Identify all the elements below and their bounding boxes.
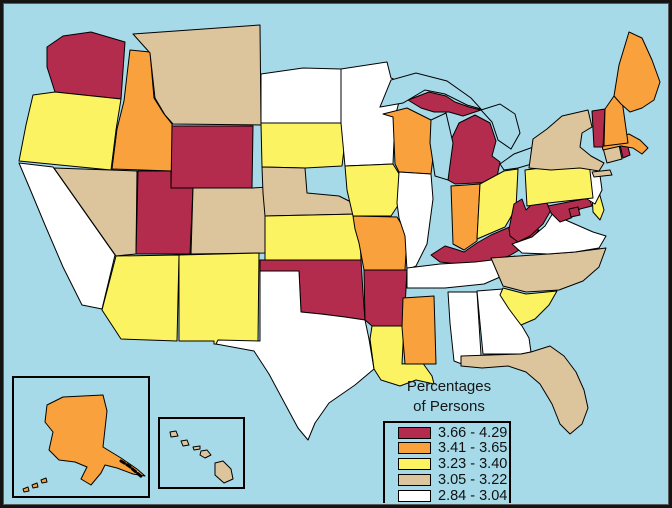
- alaska-southeast-islands: [121, 461, 143, 478]
- state-louisiana: [370, 326, 434, 386]
- legend-item: 3.05 - 3.22: [398, 471, 509, 488]
- hawaii-inset-box: [159, 418, 244, 488]
- state-texas: [216, 271, 374, 440]
- state-iowa: [345, 164, 401, 216]
- legend-item: 3.23 - 3.40: [398, 456, 509, 472]
- state-alaska: [45, 395, 145, 485]
- lake-superior: [380, 73, 481, 109]
- state-alaska-aleutian-3: [41, 478, 47, 483]
- state-michigan-lower: [448, 115, 500, 184]
- state-wyoming: [171, 126, 253, 188]
- legend-label-class2: 3.41 - 3.65: [438, 440, 508, 457]
- state-hawaii-kauai: [170, 431, 178, 437]
- legend-label-class3: 3.23 - 3.40: [438, 456, 508, 472]
- state-new-hampshire: [604, 96, 628, 146]
- legend-title-line1: Percentages: [406, 378, 492, 395]
- state-indiana: [451, 184, 480, 250]
- state-nebraska: [262, 167, 359, 216]
- state-south-dakota: [261, 123, 346, 168]
- legend-label-class5: 2.84 - 3.04: [438, 487, 508, 504]
- state-new-mexico: [179, 253, 259, 345]
- state-mississippi: [402, 296, 436, 364]
- state-oregon: [19, 92, 121, 170]
- legend-swatch-class3: [398, 458, 431, 470]
- state-hawaii-oahu: [181, 440, 189, 446]
- state-alaska-aleutian-1: [23, 487, 29, 492]
- state-arkansas: [364, 270, 407, 326]
- state-alaska-aleutian-2: [32, 483, 38, 488]
- state-ohio: [477, 169, 518, 239]
- state-virginia: [512, 213, 606, 254]
- state-maine: [614, 32, 660, 112]
- state-hawaii-molokai: [193, 446, 200, 450]
- state-south-carolina: [500, 288, 557, 325]
- state-colorado: [191, 187, 269, 254]
- lake-michigan: [430, 113, 453, 180]
- state-montana: [133, 25, 261, 125]
- state-hawaii-big-island: [215, 461, 233, 483]
- lake-huron: [481, 104, 520, 149]
- legend-swatch-class1: [398, 426, 431, 439]
- legend-swatch-class4: [398, 473, 431, 486]
- legend-item: 3.41 - 3.65: [398, 440, 509, 457]
- state-washington: [47, 32, 125, 99]
- legend-title: Percentages of Persons: [379, 377, 519, 416]
- state-north-dakota: [261, 68, 341, 123]
- state-arizona: [102, 255, 179, 341]
- state-hawaii-maui: [200, 450, 211, 458]
- legend-swatch-class2: [398, 442, 431, 455]
- legend-label-class1: 3.66 - 4.29: [438, 424, 508, 441]
- state-new-york-long-island: [592, 170, 612, 177]
- state-maryland-eastern-shore: [569, 207, 580, 217]
- us-map: [3, 3, 669, 505]
- legend: 3.66 - 4.29 3.41 - 3.65 3.23 - 3.40 3.05…: [383, 421, 511, 504]
- state-new-york: [529, 110, 604, 171]
- legend-label-class4: 3.05 - 3.22: [438, 471, 508, 488]
- state-vermont: [592, 109, 605, 147]
- alaska-inset-box: [13, 377, 149, 497]
- state-florida: [461, 346, 588, 434]
- state-alabama: [448, 292, 481, 366]
- state-kansas: [265, 214, 361, 260]
- legend-item: 2.84 - 3.04: [398, 487, 509, 504]
- legend-swatch-class5: [398, 489, 431, 502]
- legend-title-line2: of Persons: [413, 397, 485, 415]
- legend-item: 3.66 - 4.29: [398, 424, 509, 441]
